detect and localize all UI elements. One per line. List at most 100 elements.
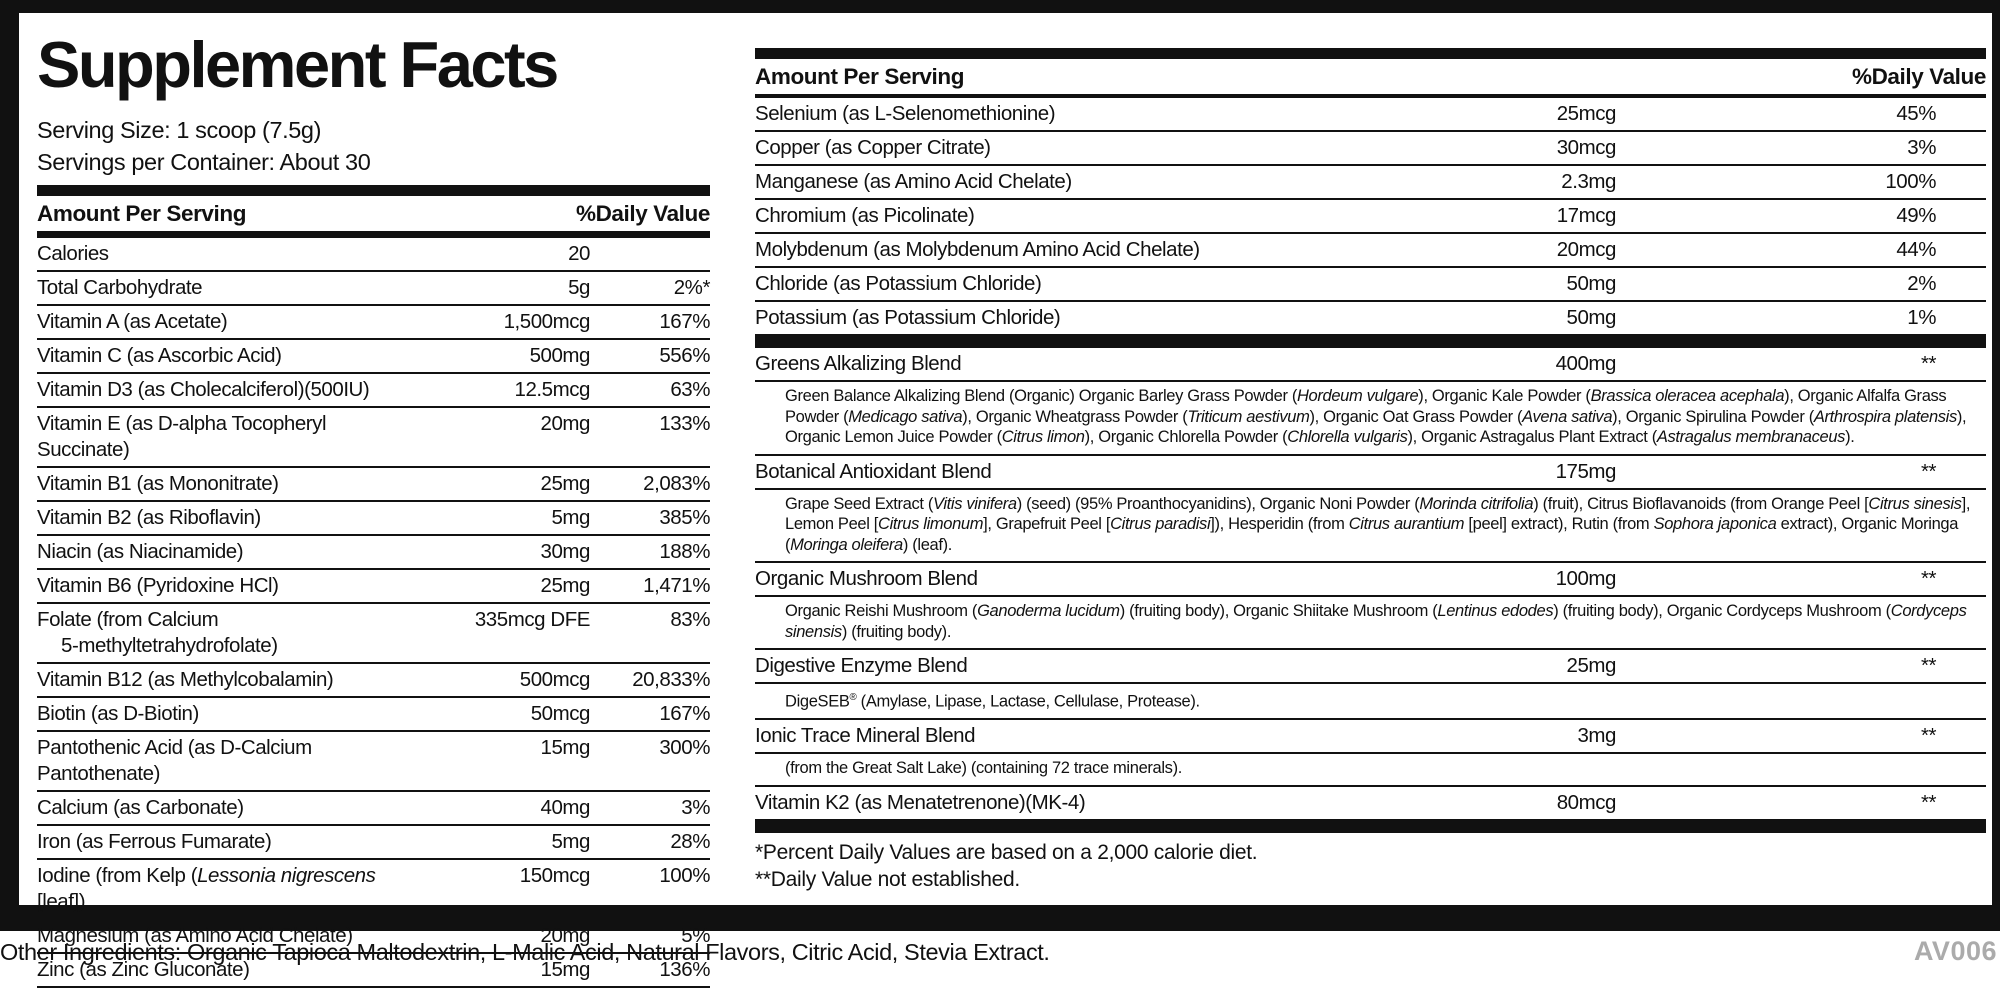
nutrient-dv: 167% xyxy=(659,310,710,333)
section-separator-bar xyxy=(755,334,1986,348)
nutrient-dv: 1% xyxy=(1907,306,1936,329)
nutrient-amount: 25mcg xyxy=(1556,102,1617,125)
blend-row: Greens Alkalizing Blend 400mg ** xyxy=(755,348,1986,382)
separator-line xyxy=(755,94,1986,98)
nutrient-dv: 49% xyxy=(1896,204,1936,227)
nutrient-dv: 5% xyxy=(681,924,710,947)
column-header-amount-per-serving: Amount Per Serving xyxy=(37,201,247,226)
nutrient-row: Niacin (as Niacinamide) 30mg 188% xyxy=(37,536,710,570)
column-header-daily-value: %Daily Value xyxy=(575,201,710,226)
nutrient-dv: 100% xyxy=(659,864,710,887)
separator-bar xyxy=(755,48,1986,59)
nutrient-name: Niacin (as Niacinamide) xyxy=(37,540,244,563)
nutrient-name: Pantothenic Acid (as D-Calcium Pantothen… xyxy=(37,736,312,785)
nutrient-amount: 500mcg xyxy=(519,668,591,691)
nutrient-row: Potassium (as Potassium Chloride) 50mg 1… xyxy=(755,302,1986,334)
nutrient-name: Molybdenum (as Molybdenum Amino Acid Che… xyxy=(755,238,1200,261)
nutrient-dv: 136% xyxy=(659,958,710,981)
nutrient-amount: 20mcg xyxy=(1556,238,1617,261)
nutrient-amount: 5mg xyxy=(551,506,590,529)
section-separator-bar xyxy=(755,818,1986,833)
blend-description: Grape Seed Extract (Vitis vinifera) (see… xyxy=(755,490,1986,563)
nutrient-dv: 28% xyxy=(670,830,710,853)
nutrient-amount: 12.5mcg xyxy=(514,378,591,401)
nutrient-name: Total Carbohydrate xyxy=(37,276,203,299)
nutrient-row: Molybdenum (as Molybdenum Amino Acid Che… xyxy=(755,234,1986,268)
nutrient-row: Total Carbohydrate 5g 2%* xyxy=(37,272,710,306)
nutrient-amount: 30mcg xyxy=(1556,136,1617,159)
column-header-daily-value: %Daily Value xyxy=(1851,64,1986,89)
nutrient-name: Iron (as Ferrous Fumarate) xyxy=(37,830,272,853)
blend-dv: ** xyxy=(1920,724,1937,747)
blend-amount: 175mg xyxy=(1555,459,1617,483)
other-ingredients: Other Ingredients: Organic Tapioca Malto… xyxy=(0,939,1050,965)
column-header-amount-per-serving: Amount Per Serving xyxy=(755,64,965,89)
nutrient-amount: 50mg xyxy=(1566,272,1617,295)
nutrient-dv: 300% xyxy=(659,736,710,759)
nutrient-name: Chromium (as Picolinate) xyxy=(755,204,975,227)
nutrient-row: Iodine (from Kelp (Lessonia nigrescens [… xyxy=(37,860,710,920)
blend-description: Organic Reishi Mushroom (Ganoderma lucid… xyxy=(755,597,1986,650)
blend-row: Vitamin K2 (as Menatetrenone)(MK-4) 80mc… xyxy=(755,787,1986,819)
nutrient-name: Vitamin B12 (as Methylcobalamin) xyxy=(37,668,334,691)
table-header-row: Amount Per Serving %Daily Value xyxy=(37,196,710,231)
nutrient-name: Copper (as Copper Citrate) xyxy=(755,136,991,159)
nutrient-name: Vitamin A (as Acetate) xyxy=(37,310,228,333)
nutrient-name: Potassium (as Potassium Chloride) xyxy=(755,306,1061,329)
blend-description: DigeSEB® (Amylase, Lipase, Lactase, Cell… xyxy=(755,684,1986,720)
blend-dv: ** xyxy=(1920,654,1937,677)
nutrient-row: Calcium (as Carbonate) 40mg 3% xyxy=(37,792,710,826)
nutrient-amount: 17mcg xyxy=(1556,204,1617,227)
nutrient-dv: 20,833% xyxy=(632,668,710,691)
nutrient-name: Biotin (as D-Biotin) xyxy=(37,702,199,725)
blend-name: Botanical Antioxidant Blend xyxy=(755,459,992,483)
nutrient-row: Vitamin A (as Acetate) 1,500mcg 167% xyxy=(37,306,710,340)
blend-dv: ** xyxy=(1920,459,1937,483)
nutrient-row: Vitamin B12 (as Methylcobalamin) 500mcg … xyxy=(37,664,710,698)
blend-name: Ionic Trace Mineral Blend xyxy=(755,724,976,747)
nutrient-amount: 50mg xyxy=(1566,306,1617,329)
nutrient-dv: 83% xyxy=(670,608,710,631)
nutrient-amount: 500mg xyxy=(529,344,591,367)
blend-row: Ionic Trace Mineral Blend 3mg ** xyxy=(755,720,1986,754)
nutrient-name: Folate (from Calcium 5-methyltetrahydrof… xyxy=(37,608,278,657)
blend-name: Digestive Enzyme Blend xyxy=(755,654,968,677)
nutrient-name: Zinc (as Zinc Gluconate) xyxy=(37,958,250,981)
nutrient-amount: 20 xyxy=(568,242,590,265)
blend-name: Vitamin K2 (as Menatetrenone)(MK-4) xyxy=(755,790,1086,814)
footer-row: Other Ingredients: Organic Tapioca Malto… xyxy=(0,936,2000,967)
blend-amount: 80mcg xyxy=(1556,790,1617,814)
nutrient-row: Vitamin C (as Ascorbic Acid) 500mg 556% xyxy=(37,340,710,374)
footnote-single-asterisk: *Percent Daily Values are based on a 2,0… xyxy=(755,840,1258,864)
table-header-row: Amount Per Serving %Daily Value xyxy=(755,59,1986,94)
nutrient-row: Vitamin B6 (Pyridoxine HCl) 25mg 1,471% xyxy=(37,570,710,604)
blend-amount: 100mg xyxy=(1555,567,1617,590)
nutrient-amount: 1,500mcg xyxy=(503,310,591,333)
nutrient-amount: 5g xyxy=(568,276,590,299)
nutrient-row: Chromium (as Picolinate) 17mcg 49% xyxy=(755,200,1986,234)
blend-name: Greens Alkalizing Blend xyxy=(755,352,962,375)
nutrient-amount: 20mg xyxy=(540,924,591,947)
footnotes: *Percent Daily Values are based on a 2,0… xyxy=(755,833,1986,893)
blend-row: Digestive Enzyme Blend 25mg ** xyxy=(755,650,1986,684)
left-column: Supplement Facts Serving Size: 1 scoop (… xyxy=(37,14,710,988)
right-column: Amount Per Serving %Daily Value Selenium… xyxy=(755,13,1986,893)
nutrient-name: Magnesium (as Amino Acid Chelate) xyxy=(37,924,353,947)
nutrient-row: Vitamin D3 (as Cholecalciferol)(500IU) 1… xyxy=(37,374,710,408)
nutrient-dv: 100% xyxy=(1885,170,1936,193)
serving-size: Serving Size: 1 scoop (7.5g) xyxy=(37,117,322,143)
nutrient-name: Selenium (as L-Selenomethionine) xyxy=(755,102,1056,125)
nutrient-dv: 133% xyxy=(659,412,710,435)
nutrient-name: Vitamin E (as D-alpha Tocopheryl Succina… xyxy=(37,412,327,461)
nutrient-row: Vitamin B2 (as Riboflavin) 5mg 385% xyxy=(37,502,710,536)
nutrient-name: Vitamin B1 (as Mononitrate) xyxy=(37,472,279,495)
nutrient-name: Manganese (as Amino Acid Chelate) xyxy=(755,170,1072,193)
nutrient-name: Vitamin B6 (Pyridoxine HCl) xyxy=(37,574,279,597)
page-title: Supplement Facts xyxy=(37,28,559,101)
nutrient-row-folate: Folate (from Calcium 5-methyltetrahydrof… xyxy=(37,604,710,664)
nutrient-row: Vitamin B1 (as Mononitrate) 25mg 2,083% xyxy=(37,468,710,502)
blend-dv: ** xyxy=(1920,567,1937,590)
nutrient-name: Vitamin B2 (as Riboflavin) xyxy=(37,506,261,529)
nutrient-amount: 20mg xyxy=(540,412,591,435)
